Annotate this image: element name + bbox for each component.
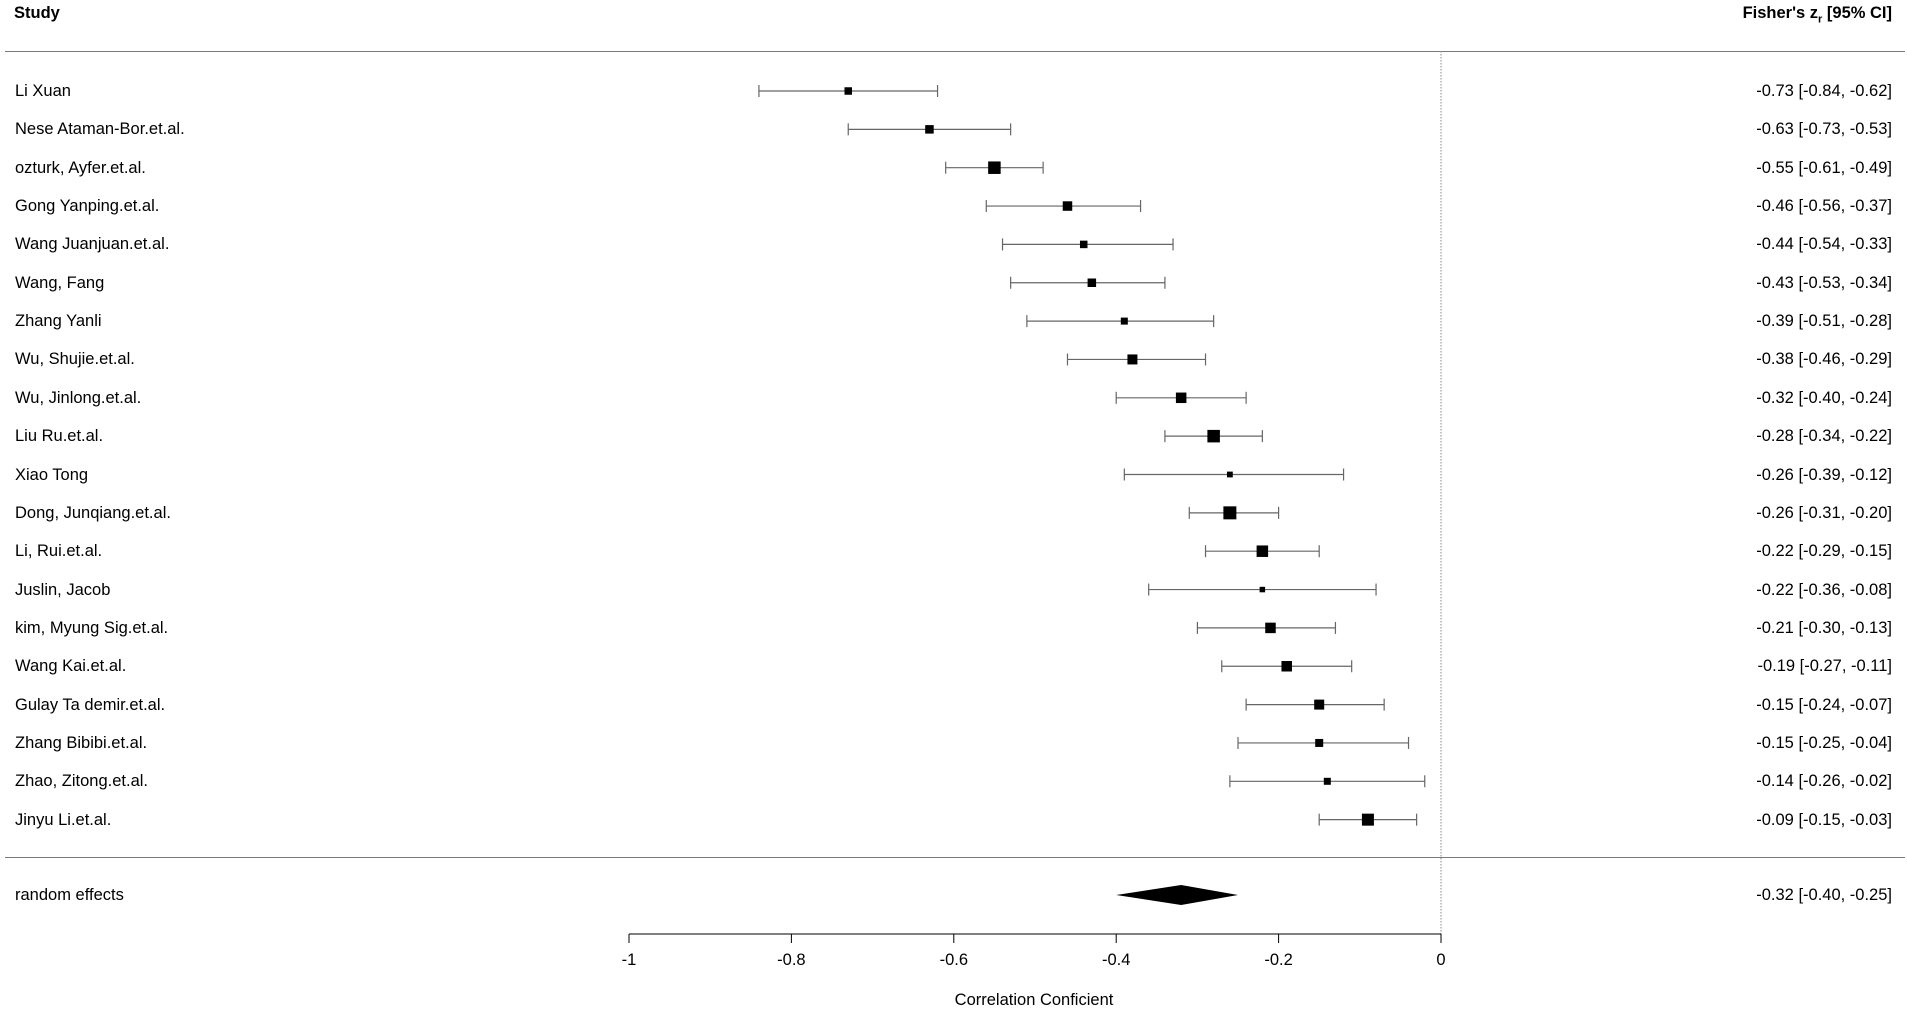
study-label: Gulay Ta demir.et.al.: [15, 695, 166, 714]
ci-value: -0.44 [-0.54, -0.33]: [1756, 235, 1892, 254]
x-tick-label: -0.6: [940, 951, 968, 969]
point-estimate: [988, 161, 1001, 174]
ci-value: -0.22 [-0.29, -0.15]: [1756, 542, 1892, 561]
study-label: Wang Juanjuan.et.al.: [15, 235, 170, 254]
point-estimate: [925, 125, 934, 134]
point-estimate: [1323, 777, 1331, 785]
point-estimate: [1087, 278, 1097, 287]
x-tick-label: -0.2: [1264, 951, 1292, 969]
point-estimate: [1315, 738, 1324, 747]
ci-value: -0.19 [-0.27, -0.11]: [1757, 657, 1892, 676]
point-estimate: [1259, 586, 1266, 593]
summary-diamond: [1116, 885, 1238, 905]
point-estimate: [1127, 354, 1138, 365]
point-estimate: [1361, 813, 1374, 826]
study-label: Wang Kai.et.al.: [15, 657, 127, 676]
ci-value: -0.15 [-0.25, -0.04]: [1756, 733, 1892, 752]
ci-value: -0.39 [-0.51, -0.28]: [1756, 312, 1892, 331]
point-estimate: [1265, 622, 1276, 634]
ci-value: -0.43 [-0.53, -0.34]: [1756, 273, 1892, 292]
point-estimate: [1226, 471, 1233, 478]
study-label: Wang, Fang: [15, 273, 105, 292]
effect-header-suffix: [95% CI]: [1822, 4, 1892, 22]
point-estimate: [1314, 699, 1325, 710]
study-label: Zhao, Zitong.et.al.: [15, 772, 148, 791]
ci-value: -0.22 [-0.36, -0.08]: [1756, 580, 1892, 599]
study-label: Zhang Bibibi.et.al.: [15, 733, 148, 752]
point-estimate: [844, 87, 852, 95]
effect-header-subscript: r: [1818, 13, 1823, 26]
ci-value: -0.38 [-0.46, -0.29]: [1756, 350, 1892, 369]
summary-divider: [5, 857, 1905, 858]
study-label: Xiao Tong: [15, 465, 89, 484]
ci-value: -0.46 [-0.56, -0.37]: [1756, 197, 1892, 216]
study-label: Wu, Jinlong.et.al.: [15, 388, 142, 407]
effect-header-prefix: Fisher's z: [1742, 4, 1819, 22]
summary-label: random effects: [15, 886, 124, 904]
ci-value: -0.14 [-0.26, -0.02]: [1756, 772, 1892, 791]
study-label: Nese Ataman-Bor.et.al.: [15, 120, 185, 139]
study-label: Wu, Shujie.et.al.: [15, 350, 135, 369]
study-label: ozturk, Ayfer.et.al.: [15, 158, 146, 177]
study-label: Zhang Yanli: [15, 312, 102, 331]
point-estimate: [1223, 506, 1237, 520]
ci-value: -0.55 [-0.61, -0.49]: [1756, 158, 1892, 177]
study-label: Dong, Junqiang.et.al.: [15, 503, 171, 522]
ci-value: -0.73 [-0.84, -0.62]: [1756, 82, 1892, 100]
study-label: Jinyu Li.et.al.: [15, 810, 112, 829]
ci-value: -0.15 [-0.24, -0.07]: [1756, 695, 1892, 714]
point-estimate: [1175, 392, 1187, 404]
ci-value: -0.21 [-0.30, -0.13]: [1756, 618, 1892, 637]
point-estimate: [1120, 317, 1128, 325]
ci-value: -0.09 [-0.15, -0.03]: [1756, 810, 1892, 829]
x-tick-label: -0.4: [1102, 951, 1130, 969]
point-estimate: [1207, 429, 1220, 443]
x-tick-label: -0.8: [777, 951, 805, 969]
study-label: Li, Rui.et.al.: [15, 542, 103, 561]
point-estimate: [1062, 201, 1073, 211]
ci-value: -0.28 [-0.34, -0.22]: [1756, 427, 1892, 446]
study-label: Juslin, Jacob: [15, 580, 111, 599]
point-estimate: [1281, 661, 1292, 672]
point-estimate: [1079, 240, 1088, 249]
point-estimate: [1256, 545, 1269, 557]
x-axis-label: Correlation Conficient: [954, 991, 1114, 1009]
ci-value: -0.26 [-0.39, -0.12]: [1756, 465, 1892, 484]
study-label: Liu Ru.et.al.: [15, 427, 104, 446]
x-tick-label: -1: [622, 951, 637, 969]
study-column-header: Study: [14, 4, 60, 22]
study-label: Gong Yanping.et.al.: [15, 197, 160, 216]
study-label: kim, Myung Sig.et.al.: [15, 618, 169, 637]
ci-value: -0.63 [-0.73, -0.53]: [1756, 120, 1892, 139]
effect-column-header: Fisher's zr [95% CI]: [1743, 4, 1892, 25]
summary-ci-value: -0.32 [-0.40, -0.25]: [1756, 886, 1892, 904]
ci-value: -0.32 [-0.40, -0.24]: [1756, 388, 1892, 407]
x-tick-label: 0: [1436, 951, 1445, 969]
ci-value: -0.26 [-0.31, -0.20]: [1756, 503, 1892, 522]
study-label: Li Xuan: [15, 82, 71, 100]
header-divider: [5, 51, 1905, 52]
